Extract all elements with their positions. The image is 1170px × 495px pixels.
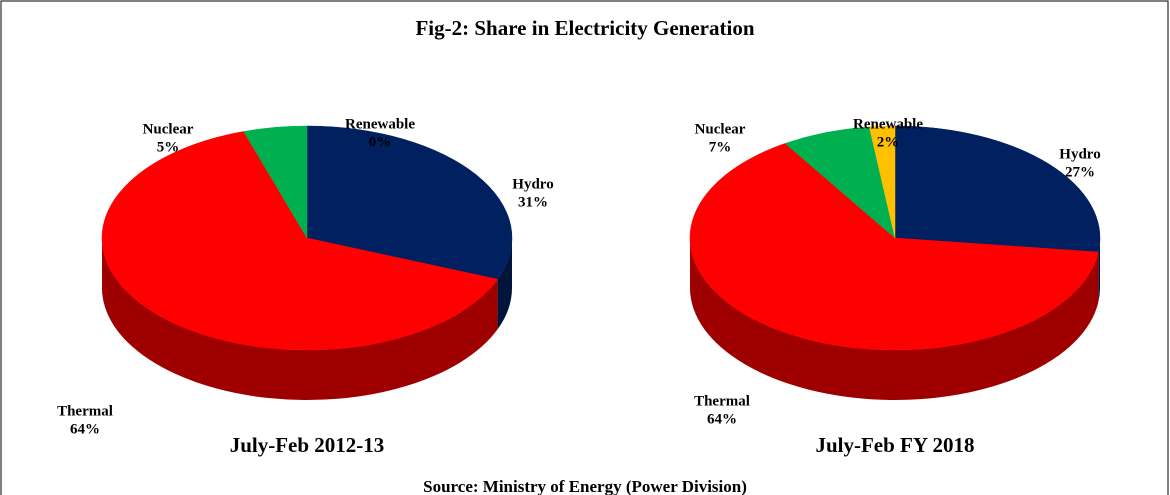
slice-label-name: Renewable xyxy=(345,116,415,132)
slice-top xyxy=(306,125,513,280)
slice-label-name: Nuclear xyxy=(143,121,194,137)
slice-label-name: Renewable xyxy=(853,116,923,132)
slice xyxy=(306,125,513,330)
slice-side xyxy=(102,238,498,400)
chart-title: Fig-2: Share in Electricity Generation xyxy=(415,16,754,40)
slice-side xyxy=(497,238,512,330)
pie-title: July-Feb 2012-13 xyxy=(230,433,385,457)
slice-top xyxy=(101,131,499,351)
slice-label-name: Hydro xyxy=(1059,146,1100,162)
slice xyxy=(689,143,1099,401)
slice-label-value: 2% xyxy=(877,134,900,150)
slice-label-name: Thermal xyxy=(57,403,113,419)
slice xyxy=(243,125,308,239)
slice xyxy=(894,125,1101,303)
slice-label-value: 31% xyxy=(518,194,548,210)
slice-top xyxy=(868,125,896,239)
slice-label-name: Thermal xyxy=(694,393,750,409)
slice-top xyxy=(894,125,1101,253)
slice-label-name: Nuclear xyxy=(695,121,746,137)
slice-label-name: Hydro xyxy=(512,176,553,192)
pie-title: July-Feb FY 2018 xyxy=(815,433,974,457)
slice-label-value: 0% xyxy=(369,134,392,150)
slice-label-value: 27% xyxy=(1065,164,1095,180)
slice xyxy=(868,125,896,239)
slice-label-value: 64% xyxy=(707,411,737,427)
slice-label-value: 5% xyxy=(157,139,180,155)
slice-top xyxy=(243,125,308,239)
slice-side xyxy=(689,238,1099,401)
slice-label-value: 64% xyxy=(70,421,100,437)
slice-label-value: 7% xyxy=(709,139,732,155)
slice-side xyxy=(1098,238,1100,303)
source: Source: Ministry of Energy (Power Divisi… xyxy=(423,477,747,495)
slice-top xyxy=(689,143,1099,351)
slice xyxy=(101,131,499,400)
